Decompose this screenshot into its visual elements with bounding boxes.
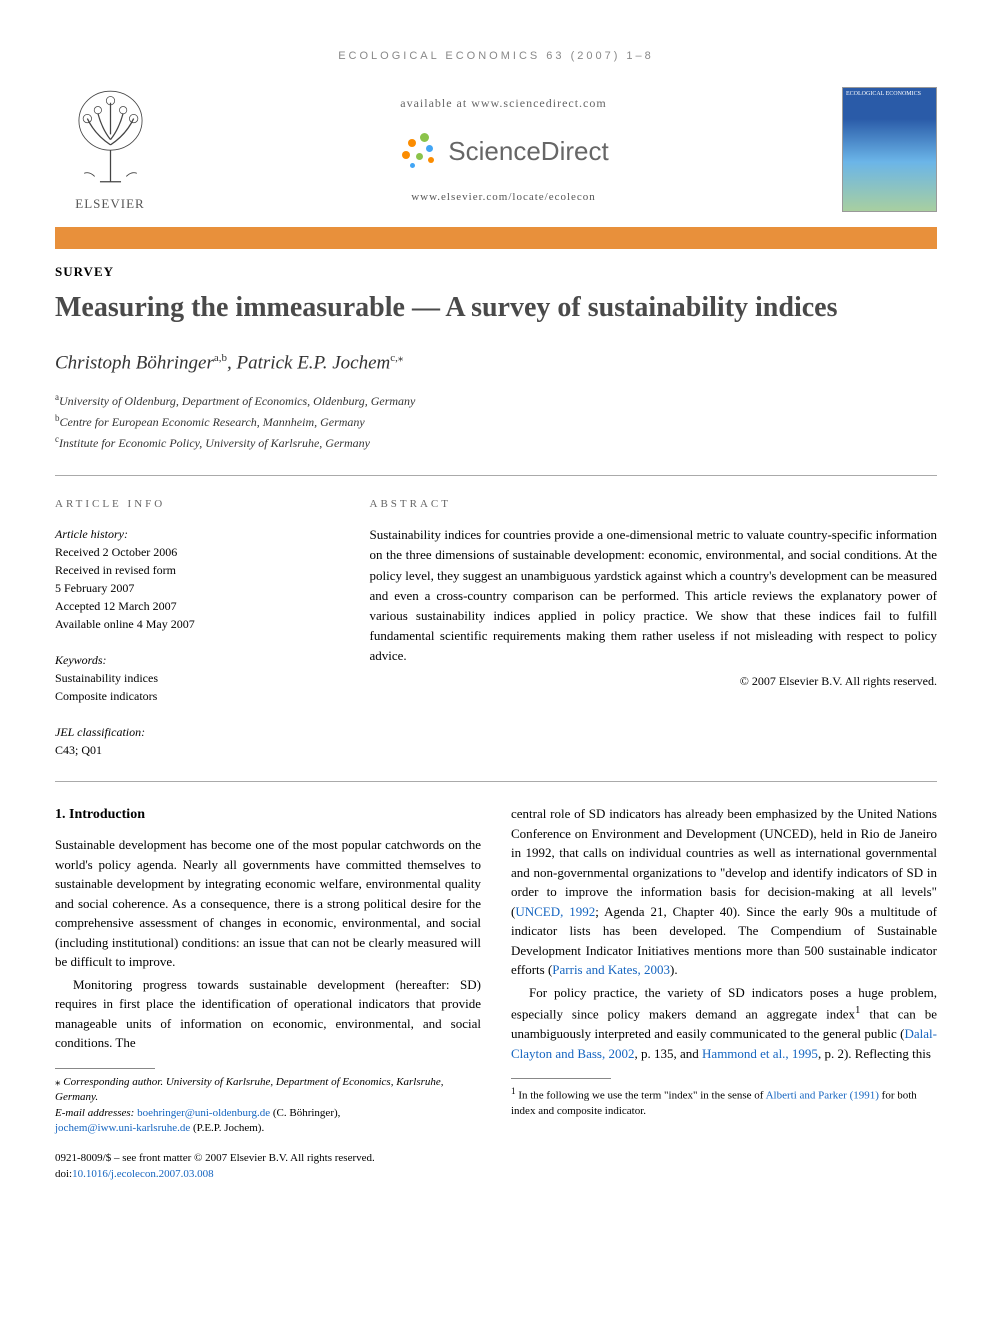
available-at-line: available at www.sciencedirect.com	[165, 96, 842, 111]
jel-codes: C43; Q01	[55, 741, 335, 759]
elsevier-tree-icon	[68, 87, 153, 187]
sciencedirect-dots-icon	[398, 131, 438, 171]
email-link-1[interactable]: boehringer@uni-oldenburg.de	[137, 1107, 270, 1119]
body-para-1: Sustainable development has become one o…	[55, 835, 481, 972]
doi-link[interactable]: 10.1016/j.ecolecon.2007.03.008	[72, 1168, 213, 1180]
affiliation-b: Centre for European Economic Research, M…	[60, 415, 365, 429]
journal-url[interactable]: www.elsevier.com/locate/ecolecon	[165, 191, 842, 203]
article-info-column: ARTICLE INFO Article history: Received 2…	[55, 498, 335, 759]
footnote-rule	[511, 1078, 611, 1079]
divider	[55, 475, 937, 476]
abstract-column: ABSTRACT Sustainability indices for coun…	[370, 498, 938, 759]
revised-line2: 5 February 2007	[55, 579, 335, 597]
author-2-affil-sup: c,⁎	[390, 352, 403, 364]
footnotes-right: 1 In the following we use the term "inde…	[511, 1085, 937, 1119]
ref-link-alberti[interactable]: Alberti and Parker (1991)	[766, 1090, 879, 1102]
author-1-affil-sup: a,b	[214, 352, 227, 364]
affiliation-a: University of Oldenburg, Department of E…	[59, 394, 415, 408]
journal-cover-thumbnail: ECOLOGICAL ECONOMICS	[842, 87, 937, 212]
sciencedirect-logo: ScienceDirect	[165, 131, 842, 171]
abstract-text: Sustainability indices for countries pro…	[370, 525, 938, 666]
affiliation-c: Institute for Economic Policy, Universit…	[59, 436, 370, 450]
corresponding-author-note: Corresponding author. University of Karl…	[55, 1076, 444, 1103]
history-head: Article history:	[55, 525, 335, 543]
ref-link-parris[interactable]: Parris and Kates, 2003	[552, 962, 670, 977]
publisher-name: ELSEVIER	[55, 196, 165, 212]
author-1: Christoph Böhringer	[55, 353, 214, 374]
sciencedirect-wordmark: ScienceDirect	[448, 136, 608, 167]
author-2: Patrick E.P. Jochem	[237, 353, 391, 374]
body-para-3: central role of SD indicators has alread…	[511, 804, 937, 980]
divider	[55, 781, 937, 782]
article-info-head: ARTICLE INFO	[55, 498, 335, 510]
ref-link-hammond[interactable]: Hammond et al., 1995	[702, 1046, 818, 1061]
affiliations: aUniversity of Oldenburg, Department of …	[55, 390, 937, 454]
bottom-matter: 0921-8009/$ – see front matter © 2007 El…	[55, 1151, 937, 1182]
body-para-2: Monitoring progress towards sustainable …	[55, 975, 481, 1053]
authors-line: Christoph Böhringera,b, Patrick E.P. Joc…	[55, 351, 937, 374]
email-link-2[interactable]: jochem@iww.uni-karlsruhe.de	[55, 1122, 190, 1134]
article-type-label: SURVEY	[55, 264, 937, 280]
keyword-1: Sustainability indices	[55, 669, 335, 687]
cover-title: ECOLOGICAL ECONOMICS	[843, 88, 936, 100]
abstract-head: ABSTRACT	[370, 498, 938, 510]
footnotes-left: ⁎ Corresponding author. University of Ka…	[55, 1075, 481, 1137]
masthead: ELSEVIER available at www.sciencedirect.…	[55, 87, 937, 212]
keywords-head: Keywords:	[55, 651, 335, 669]
revised-line1: Received in revised form	[55, 561, 335, 579]
orange-divider-bar	[55, 227, 937, 249]
ref-link-unced[interactable]: UNCED, 1992	[515, 904, 595, 919]
front-matter-line: 0921-8009/$ – see front matter © 2007 El…	[55, 1151, 937, 1166]
body-two-column: 1. Introduction Sustainable development …	[55, 804, 937, 1136]
publisher-logo-block: ELSEVIER	[55, 87, 165, 212]
online-date: Available online 4 May 2007	[55, 615, 335, 633]
received-date: Received 2 October 2006	[55, 543, 335, 561]
keyword-2: Composite indicators	[55, 687, 335, 705]
running-head: ECOLOGICAL ECONOMICS 63 (2007) 1–8	[55, 50, 937, 62]
abstract-copyright: © 2007 Elsevier B.V. All rights reserved…	[370, 674, 938, 689]
footnote-rule	[55, 1068, 155, 1069]
section-heading-intro: 1. Introduction	[55, 804, 481, 825]
jel-head: JEL classification:	[55, 723, 335, 741]
accepted-date: Accepted 12 March 2007	[55, 597, 335, 615]
article-title: Measuring the immeasurable — A survey of…	[55, 290, 937, 326]
body-para-4: For policy practice, the variety of SD i…	[511, 983, 937, 1063]
